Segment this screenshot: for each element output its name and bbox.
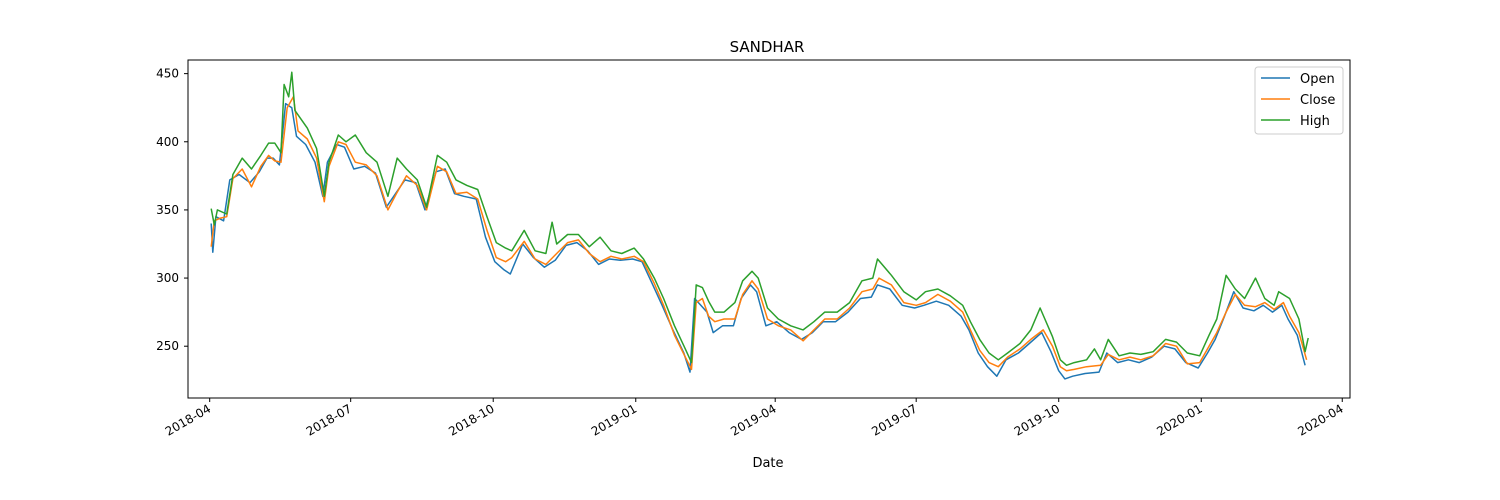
y-tick-label: 350 xyxy=(156,203,179,217)
legend: Open Close High xyxy=(1254,66,1344,135)
legend-label-open: Open xyxy=(1300,72,1335,87)
x-tick-label: 2018-04 xyxy=(163,401,213,438)
series-layer xyxy=(210,71,1309,380)
x-tick-label: 2019-10 xyxy=(1012,401,1062,438)
x-tick-label: 2018-10 xyxy=(446,401,496,438)
series-line-close xyxy=(210,96,1308,372)
x-tick-label: 2020-01 xyxy=(1154,401,1204,438)
x-tick-label: 2020-04 xyxy=(1295,401,1345,438)
x-tick-label: 2019-01 xyxy=(589,401,639,438)
x-axis-title: Date xyxy=(752,456,783,471)
y-tick-label: 400 xyxy=(156,135,179,149)
x-tick-label: 2019-07 xyxy=(869,401,919,438)
plot-area xyxy=(187,59,1351,399)
legend-box xyxy=(1254,66,1344,135)
series-line-open xyxy=(210,102,1306,380)
y-tick-label: 250 xyxy=(156,339,179,353)
y-tick-label: 300 xyxy=(156,271,179,285)
chart-title: SANDHAR xyxy=(730,38,805,56)
x-tick-label: 2018-07 xyxy=(304,401,354,438)
x-axis: 2018-04 2018-07 2018-10 2019-01 2019-04 2019-… xyxy=(163,398,1346,439)
legend-label-high: High xyxy=(1300,114,1330,129)
x-tick-label: 2019-04 xyxy=(728,401,778,438)
y-axis: 250 300 350 400 450 xyxy=(156,67,188,353)
y-tick-label: 450 xyxy=(156,67,179,81)
series-line-high xyxy=(210,71,1309,367)
legend-label-close: Close xyxy=(1300,93,1335,108)
